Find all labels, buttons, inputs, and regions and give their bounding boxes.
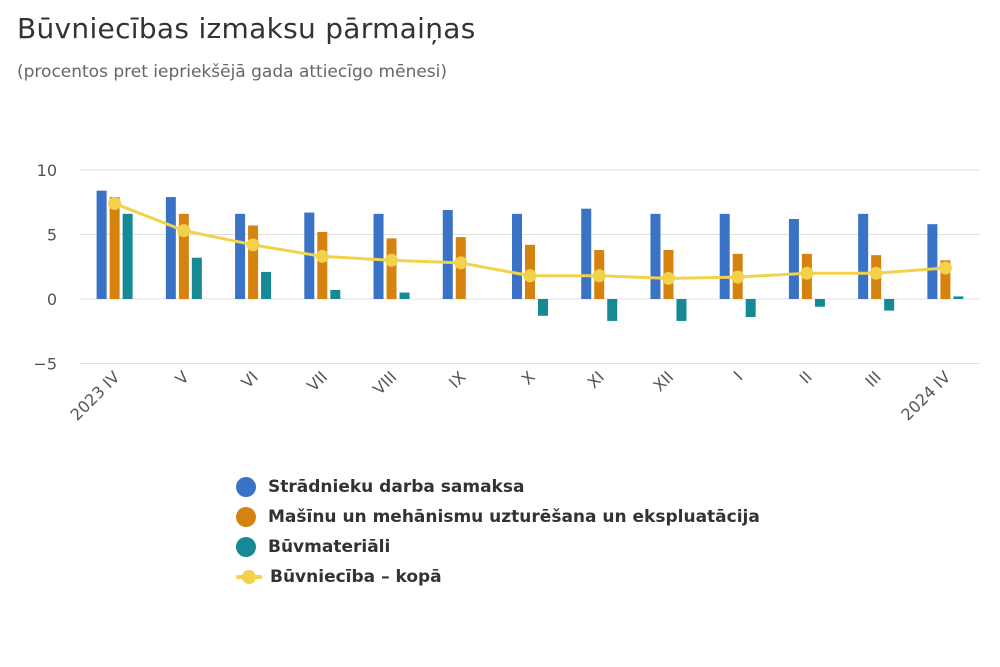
point-total bbox=[661, 271, 675, 285]
y-axis-ticks: 10 5 0 −5 bbox=[33, 161, 57, 374]
x-tick-label: VII bbox=[303, 367, 331, 395]
bar-machinery bbox=[940, 260, 951, 299]
bar-machinery bbox=[109, 197, 120, 299]
point-total bbox=[800, 266, 814, 280]
bar-materials bbox=[330, 289, 341, 299]
point-total bbox=[592, 269, 606, 283]
bar-materials bbox=[399, 292, 410, 299]
x-tick-label: VIII bbox=[369, 367, 400, 398]
bar-materials bbox=[607, 299, 618, 321]
point-total bbox=[177, 224, 191, 238]
bar-labour bbox=[788, 219, 799, 299]
x-axis-ticks: 2023 IV V VI VII VIII IX X XI XII I II III 2024 IV bbox=[67, 367, 955, 424]
bar-labour bbox=[235, 213, 246, 299]
point-total bbox=[315, 249, 329, 263]
y-tick-label: −5 bbox=[33, 355, 57, 374]
x-tick-label: III bbox=[862, 367, 885, 390]
x-tick-label: I bbox=[730, 367, 747, 384]
point-total bbox=[454, 256, 468, 270]
bar-labour bbox=[719, 213, 730, 299]
legend: Strādnieku darba samaksa Mašīnu un mehān… bbox=[236, 472, 760, 592]
x-tick-label: VI bbox=[237, 367, 262, 392]
bar-materials bbox=[261, 271, 272, 299]
bar-labour bbox=[581, 208, 592, 299]
legend-swatch-labour bbox=[236, 477, 256, 497]
legend-label-machinery: Mašīnu un mehānismu uzturēšana un eksplu… bbox=[268, 507, 760, 527]
bar-materials bbox=[538, 299, 548, 316]
x-tick-label: XII bbox=[649, 367, 677, 395]
x-tick-label: IX bbox=[445, 367, 470, 392]
bar-machinery bbox=[178, 213, 189, 299]
legend-label-total: Būvniecība – kopā bbox=[270, 567, 442, 587]
chart-title: Būvniecības izmaksu pārmaiņas bbox=[17, 12, 476, 45]
legend-swatch-materials bbox=[236, 537, 256, 557]
bar-machinery bbox=[317, 231, 328, 299]
legend-label-materials: Būvmateriāli bbox=[268, 537, 391, 557]
point-total bbox=[385, 253, 399, 267]
bar-series bbox=[96, 190, 964, 321]
legend-item-machinery[interactable]: Mašīnu un mehānismu uzturēšana un eksplu… bbox=[236, 502, 760, 532]
bar-materials bbox=[676, 299, 687, 321]
x-tick-label: XI bbox=[584, 367, 609, 392]
x-tick-label: 2024 IV bbox=[897, 367, 954, 424]
bar-materials bbox=[884, 299, 895, 311]
chart-subtitle: (procentos pret iepriekšējā gada attiecī… bbox=[17, 62, 448, 82]
legend-item-materials[interactable]: Būvmateriāli bbox=[236, 532, 760, 562]
bar-labour bbox=[858, 213, 869, 299]
bar-labour bbox=[442, 209, 453, 299]
x-tick-label: X bbox=[518, 367, 539, 388]
bar-materials bbox=[191, 257, 202, 299]
legend-item-labour[interactable]: Strādnieku darba samaksa bbox=[236, 472, 760, 502]
legend-swatch-machinery bbox=[236, 507, 256, 527]
bar-labour bbox=[927, 224, 938, 299]
bar-materials bbox=[122, 213, 133, 299]
x-tick-label: 2023 IV bbox=[67, 367, 124, 424]
y-tick-label: 5 bbox=[47, 226, 57, 245]
bar-labour bbox=[512, 213, 522, 299]
bar-labour bbox=[304, 212, 315, 299]
legend-item-total[interactable]: Būvniecība – kopā bbox=[236, 562, 760, 592]
legend-label-labour: Strādnieku darba samaksa bbox=[268, 477, 525, 497]
bar-machinery bbox=[248, 225, 259, 299]
bar-labour bbox=[165, 197, 176, 299]
gridlines bbox=[80, 169, 980, 364]
x-tick-label: II bbox=[796, 367, 816, 387]
point-total bbox=[108, 197, 122, 211]
point-total bbox=[869, 266, 883, 280]
point-total bbox=[938, 261, 952, 275]
y-tick-label: 0 bbox=[47, 290, 57, 309]
point-total bbox=[731, 270, 745, 284]
bar-labour bbox=[373, 213, 384, 299]
bar-materials bbox=[953, 296, 964, 299]
legend-swatch-total bbox=[236, 567, 262, 587]
x-tick-label: V bbox=[171, 367, 192, 388]
bar-materials bbox=[814, 299, 825, 307]
bar-materials bbox=[745, 299, 756, 318]
point-total bbox=[523, 269, 537, 283]
bar-labour bbox=[96, 190, 107, 299]
line-series bbox=[108, 197, 952, 285]
bar-machinery bbox=[386, 238, 397, 299]
bar-labour bbox=[650, 213, 661, 299]
point-total bbox=[246, 238, 260, 252]
y-tick-label: 10 bbox=[37, 161, 57, 180]
